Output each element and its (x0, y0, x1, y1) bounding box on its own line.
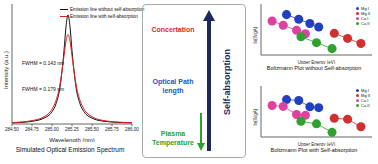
svg-text:Intensity (a.u.): Intensity (a.u.) (8, 51, 9, 89)
html-text:FWHM = 0.143 nm: FWHM = 0.143 nm (22, 60, 65, 66)
html-text:Boltzmann Plot with Self-absor: Boltzmann Plot with Self-absorption (270, 147, 358, 153)
svg-text:284.75: 284.75 (25, 127, 39, 132)
svg-text:285.25: 285.25 (65, 127, 79, 132)
html-text:Ca I: Ca I (361, 16, 369, 21)
html-text:Mg II: Mg II (361, 93, 370, 98)
html-text:Ca I: Ca I (361, 98, 369, 103)
html-text:Self-absorption: Self-absorption (222, 49, 232, 115)
html-text:Emission line without self-abs: Emission line without self-absorption (70, 7, 145, 12)
svg-text:Upper Energy (eV): Upper Energy (eV) (298, 142, 336, 146)
html-text:Concertation: Concertation (151, 26, 195, 33)
html-text:Simulated Optical Emission Spe: Simulated Optical Emission Spectrum (15, 146, 125, 153)
html-text:Boltzmann Plot without Self-ab: Boltzmann Plot without Self-absorption (266, 65, 362, 71)
html-text:Ca II: Ca II (361, 103, 370, 108)
html-text:Mg II: Mg II (361, 11, 370, 16)
svg-text:285.00: 285.00 (45, 127, 59, 132)
html-text:Emission line with self-absorp: Emission line with self-absorption (70, 14, 138, 19)
svg-text:285.50: 285.50 (85, 127, 99, 132)
svg-text:285.75: 285.75 (105, 127, 119, 132)
html-text:Mg I: Mg I (361, 88, 369, 93)
html-text:Plasma Temperature: Plasma Temperature (152, 130, 194, 146)
html-text:Mg I: Mg I (361, 6, 369, 11)
html-text:Optical Path length: Optical Path length (152, 78, 194, 94)
svg-text:ln(Iλ/gA): ln(Iλ/gA) (253, 26, 258, 43)
svg-text:Wavelength (nm): Wavelength (nm) (49, 137, 94, 142)
svg-text:ln(Iλ/gA): ln(Iλ/gA) (253, 108, 258, 125)
svg-text:284.50: 284.50 (8, 127, 19, 132)
html-text:FWHM = 0.179 nm: FWHM = 0.179 nm (22, 86, 65, 92)
svg-text:Upper Energy (eV): Upper Energy (eV) (298, 60, 336, 64)
html-text:Ca II: Ca II (361, 21, 370, 26)
svg-text:286.00: 286.00 (125, 127, 139, 132)
